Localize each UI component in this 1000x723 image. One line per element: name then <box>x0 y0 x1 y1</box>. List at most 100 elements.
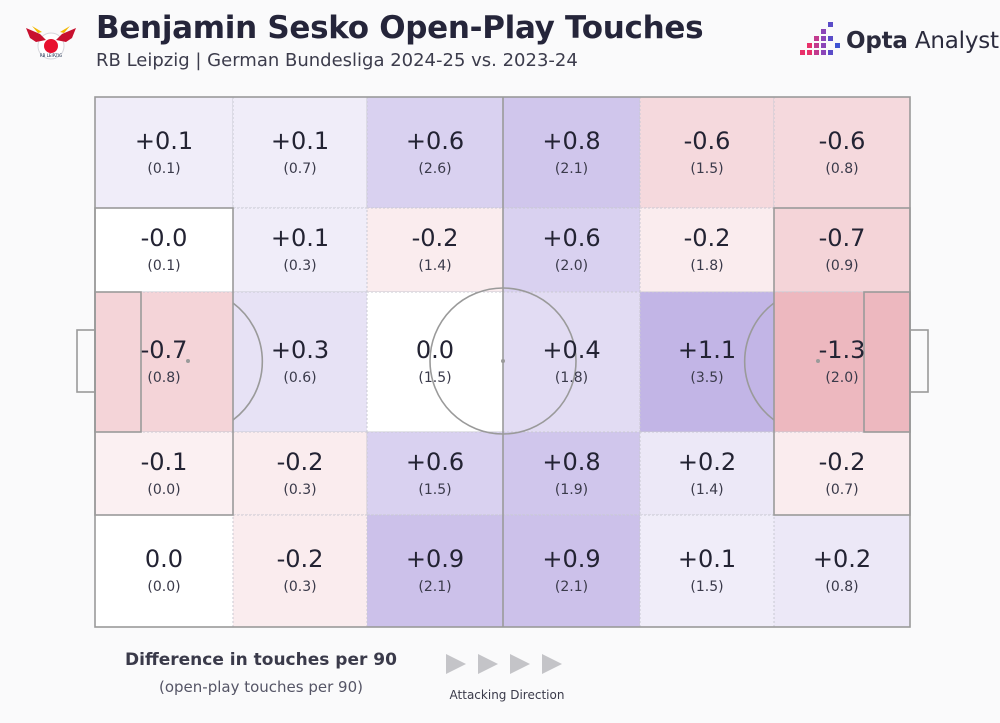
cell-value-label: (1.5) <box>418 370 452 386</box>
heatmap-cell <box>640 97 774 208</box>
grid-line <box>502 514 641 628</box>
heatmap-cell-bg <box>367 208 503 292</box>
heatmap-cell <box>640 208 774 292</box>
left-penalty-arc <box>232 302 264 421</box>
grid-line <box>232 291 368 433</box>
header: RB LEIPZIG Benjamin Sesko Open-Play Touc… <box>0 0 1000 90</box>
cell-value-label: (0.6) <box>283 370 317 386</box>
heatmap-cell-bg <box>640 292 774 432</box>
cell-diff-label: +0.6 <box>542 224 601 252</box>
heatmap-cell <box>640 432 774 515</box>
heatmap-cell-bg <box>233 432 367 515</box>
grid-line <box>502 291 641 433</box>
right-penalty-spot <box>816 359 820 363</box>
grid-line <box>639 96 775 209</box>
grid-line <box>502 96 641 209</box>
grid-line <box>502 431 641 516</box>
cell-diff-label: +0.3 <box>270 336 330 364</box>
heatmap-cell-bg <box>367 292 503 432</box>
left-six-yard-box <box>94 291 142 433</box>
heatmap-cells <box>94 96 911 628</box>
heatmap-cell-bg <box>95 432 233 515</box>
cell-value-label: (0.7) <box>825 481 859 498</box>
cell-value-label: (1.8) <box>554 370 589 386</box>
cell-value-label: (0.7) <box>283 160 317 177</box>
page-title: Benjamin Sesko Open-Play Touches <box>96 10 704 46</box>
grid-line <box>94 431 234 516</box>
heatmap-cell-bg <box>503 515 640 627</box>
cell-diff-label: -0.6 <box>683 126 731 155</box>
grid-line <box>94 96 234 209</box>
heatmap-cell <box>367 432 503 515</box>
heatmap-cell <box>95 97 233 208</box>
heatmap-cell <box>367 97 503 208</box>
cell-diff-label: +0.9 <box>542 545 601 573</box>
cell-diff-label: +0.1 <box>134 126 194 155</box>
pitch-lines <box>76 96 929 628</box>
cell-value-label: (1.5) <box>418 481 452 498</box>
heatmap-cell <box>503 292 640 432</box>
grid-line <box>639 207 775 293</box>
heatmap-cell <box>95 515 233 627</box>
heatmap-cell <box>233 97 367 208</box>
grid-line <box>773 431 911 516</box>
cell-value-label: (1.5) <box>690 160 724 177</box>
heatmap-cell <box>640 515 774 627</box>
direction-arrows-icon <box>446 654 562 674</box>
grid-line <box>94 291 234 433</box>
cell-diff-label: -0.2 <box>818 447 866 476</box>
cell-value-label: (0.3) <box>283 258 317 274</box>
right-penalty-area <box>773 207 911 516</box>
center-spot <box>501 359 505 363</box>
grid-line <box>366 96 504 209</box>
heatmap-cell-bg <box>233 515 367 627</box>
direction-label: Attacking Direction <box>449 688 565 702</box>
heatmap-cell <box>95 432 233 515</box>
cell-value-label: (2.1) <box>554 579 589 595</box>
heatmap-cell-bg <box>774 515 910 627</box>
heatmap-cell <box>233 208 367 292</box>
heatmap-cell <box>233 292 367 432</box>
heatmap-cell-bg <box>503 97 640 208</box>
cell-diff-label: -0.7 <box>818 224 866 252</box>
heatmap-cell <box>503 515 640 627</box>
grid-line <box>639 514 775 628</box>
heatmap-cell <box>774 208 910 292</box>
right-goal <box>909 329 929 393</box>
heatmap-cell <box>503 97 640 208</box>
heatmap-cell-bg <box>774 432 910 515</box>
grid-line <box>366 431 504 516</box>
attacking-direction: Attacking Direction <box>440 652 574 702</box>
left-goal <box>76 329 96 393</box>
heatmap-cell <box>503 432 640 515</box>
brand-name: Opta Analyst <box>846 28 999 54</box>
heatmap-cell <box>233 432 367 515</box>
cell-value-label: (0.1) <box>147 160 181 177</box>
center-circle <box>429 287 577 435</box>
cell-diff-label: -1.3 <box>818 336 866 364</box>
grid-line <box>232 96 368 209</box>
cell-value-label: (0.0) <box>147 579 181 595</box>
heatmap-cell <box>95 292 233 432</box>
heatmap-cell-bg <box>95 97 233 208</box>
opta-analyst-brand: Opta Analyst <box>800 22 999 62</box>
heatmap-cell-bg <box>367 97 503 208</box>
cell-value-label: (0.0) <box>147 481 181 498</box>
cell-diff-label: +0.8 <box>542 447 601 476</box>
cell-diff-label: +0.2 <box>677 447 737 476</box>
cell-diff-label: +0.6 <box>405 126 465 155</box>
grid-line <box>773 96 911 209</box>
cell-diff-label: -0.2 <box>683 224 731 252</box>
legend-subtitle: (open-play touches per 90) <box>159 678 363 696</box>
cell-diff-label: -0.6 <box>818 126 866 155</box>
cell-value-label: (2.0) <box>554 258 589 274</box>
cell-diff-label: +0.9 <box>405 545 465 573</box>
grid-line <box>232 431 368 516</box>
heatmap-cell-bg <box>367 515 503 627</box>
cell-diff-label: +0.1 <box>677 545 737 573</box>
heatmap-cell-bg <box>640 515 774 627</box>
cell-diff-label: -0.1 <box>140 447 188 476</box>
heatmap-cell <box>503 208 640 292</box>
grid-line <box>639 291 775 433</box>
